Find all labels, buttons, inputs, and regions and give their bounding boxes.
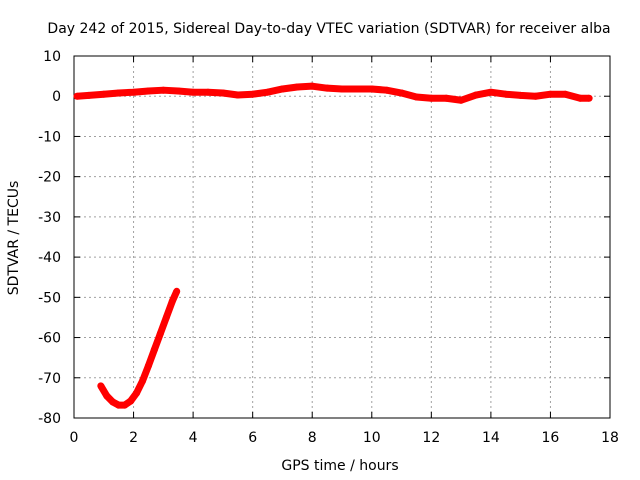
axis-ticks bbox=[73, 55, 611, 419]
y-tick-label: -10 bbox=[38, 129, 61, 145]
y-axis-label: SDTVAR / TECUs bbox=[6, 181, 22, 296]
data-point bbox=[264, 88, 272, 96]
x-tick-label: 18 bbox=[601, 430, 619, 446]
data-point bbox=[576, 94, 584, 102]
data-point bbox=[127, 397, 135, 405]
data-point bbox=[502, 90, 510, 98]
y-tick-label: -80 bbox=[38, 411, 61, 427]
x-tick-label: 2 bbox=[129, 430, 138, 446]
data-point bbox=[85, 91, 93, 99]
series-sdtvar-early bbox=[97, 287, 181, 409]
data-point bbox=[442, 94, 450, 102]
data-point bbox=[368, 85, 376, 93]
data-point bbox=[293, 83, 301, 91]
plot-border bbox=[73, 55, 611, 419]
x-tick-label: 0 bbox=[70, 430, 79, 446]
y-tick-label: -20 bbox=[38, 170, 61, 186]
data-point bbox=[150, 346, 158, 354]
data-point bbox=[204, 88, 212, 96]
data-point bbox=[383, 86, 391, 94]
data-point bbox=[109, 398, 117, 406]
data-point bbox=[168, 297, 176, 305]
x-tick-label: 14 bbox=[482, 430, 500, 446]
plot-area bbox=[74, 56, 610, 418]
y-tick-label: 0 bbox=[52, 89, 61, 105]
data-point bbox=[219, 89, 227, 97]
data-point bbox=[585, 94, 593, 102]
data-point bbox=[338, 85, 346, 93]
data-point bbox=[249, 90, 257, 98]
data-point bbox=[156, 330, 164, 338]
data-point bbox=[73, 92, 81, 100]
data-point bbox=[278, 85, 286, 93]
data-point bbox=[103, 392, 111, 400]
data-point bbox=[457, 96, 465, 104]
data-point bbox=[159, 86, 167, 94]
data-point bbox=[100, 90, 108, 98]
x-tick-label: 4 bbox=[189, 430, 198, 446]
data-point bbox=[412, 93, 420, 101]
data-point bbox=[427, 94, 435, 102]
data-point bbox=[472, 91, 480, 99]
data-point bbox=[561, 90, 569, 98]
data-point bbox=[174, 87, 182, 95]
data-point bbox=[173, 287, 181, 295]
data-point bbox=[517, 91, 525, 99]
data-point bbox=[144, 362, 152, 370]
y-tick-label: -30 bbox=[38, 210, 61, 226]
data-point bbox=[323, 84, 331, 92]
y-tick-labels: 10 0 -10 -20 -30 -40 -50 -60 -70 -80 bbox=[38, 49, 61, 427]
y-tick-label: 10 bbox=[43, 49, 61, 65]
data-point bbox=[353, 85, 361, 93]
y-tick-label: -70 bbox=[38, 371, 61, 387]
data-point bbox=[133, 389, 141, 397]
x-tick-label: 10 bbox=[363, 430, 381, 446]
data-point bbox=[138, 377, 146, 385]
data-point bbox=[130, 88, 138, 96]
data-point bbox=[532, 92, 540, 100]
data-point bbox=[162, 313, 170, 321]
x-tick-label: 16 bbox=[542, 430, 560, 446]
data-point bbox=[234, 91, 242, 99]
series-sdtvar-main bbox=[73, 82, 593, 104]
data-point bbox=[189, 88, 197, 96]
y-tick-label: -60 bbox=[38, 331, 61, 347]
data-series bbox=[73, 82, 593, 409]
x-tick-labels: 0 2 4 6 8 10 12 14 16 18 bbox=[70, 430, 619, 446]
data-point bbox=[546, 90, 554, 98]
grid bbox=[74, 56, 610, 418]
data-point bbox=[121, 401, 129, 409]
y-tick-label: -50 bbox=[38, 290, 61, 306]
x-tick-label: 6 bbox=[248, 430, 257, 446]
chart-title: Day 242 of 2015, Sidereal Day-to-day VTE… bbox=[47, 21, 610, 37]
data-point bbox=[398, 89, 406, 97]
data-point bbox=[144, 87, 152, 95]
x-axis-label: GPS time / hours bbox=[281, 458, 398, 474]
data-point bbox=[308, 82, 316, 90]
data-point bbox=[115, 89, 123, 97]
data-point bbox=[97, 382, 105, 390]
x-tick-label: 12 bbox=[422, 430, 440, 446]
data-point bbox=[487, 88, 495, 96]
y-tick-label: -40 bbox=[38, 250, 61, 266]
x-tick-label: 8 bbox=[308, 430, 317, 446]
data-point bbox=[115, 401, 123, 409]
